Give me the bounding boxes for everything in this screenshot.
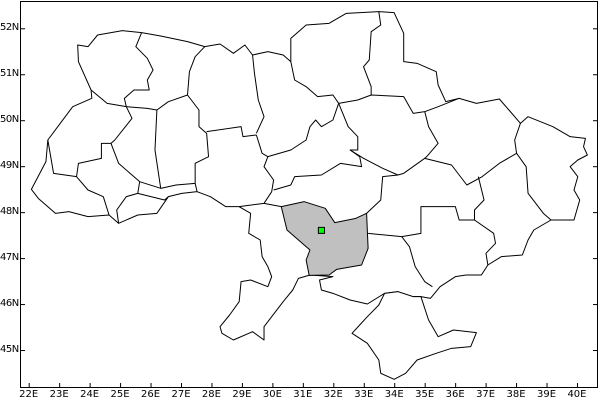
x-tick-label: 33E — [354, 389, 374, 400]
x-tick-label: 39E — [536, 389, 557, 400]
y-tick-label: 50N — [0, 114, 19, 126]
x-tick-label: 26E — [141, 389, 161, 400]
y-tick-label: 45N — [0, 344, 19, 356]
highlighted-region-mykolaiv[interactable] — [281, 202, 368, 276]
x-tick-label: 22E — [19, 389, 39, 400]
location-marker[interactable] — [318, 227, 324, 233]
x-tick-label: 36E — [445, 389, 465, 400]
x-tick-label: 25E — [110, 389, 130, 400]
x-tick-label: 34E — [384, 389, 404, 400]
y-tick-label: 48N — [0, 206, 19, 218]
y-tick-label: 49N — [0, 160, 19, 172]
y-tick-label: 47N — [0, 252, 19, 264]
x-tick-label: 37E — [476, 389, 496, 400]
x-tick-label: 23E — [49, 389, 69, 400]
x-tick-label: 28E — [201, 389, 221, 400]
x-tick-label: 40E — [567, 389, 587, 400]
x-tick-label: 29E — [232, 389, 252, 400]
x-tick-label: 30E — [262, 389, 282, 400]
x-tick-label: 32E — [323, 389, 343, 400]
y-tick-label: 46N — [0, 298, 19, 310]
crimea-outline — [352, 292, 476, 380]
y-tick-label: 52N — [0, 22, 19, 34]
region-borders — [48, 12, 551, 287]
map-frame — [20, 1, 598, 388]
x-tick-label: 38E — [506, 389, 526, 400]
x-tick-label: 24E — [80, 389, 100, 400]
y-tick-label: 51N — [0, 68, 19, 80]
x-tick-label: 35E — [415, 389, 435, 400]
x-tick-label: 31E — [293, 389, 313, 400]
x-tick-label: 27E — [171, 389, 191, 400]
